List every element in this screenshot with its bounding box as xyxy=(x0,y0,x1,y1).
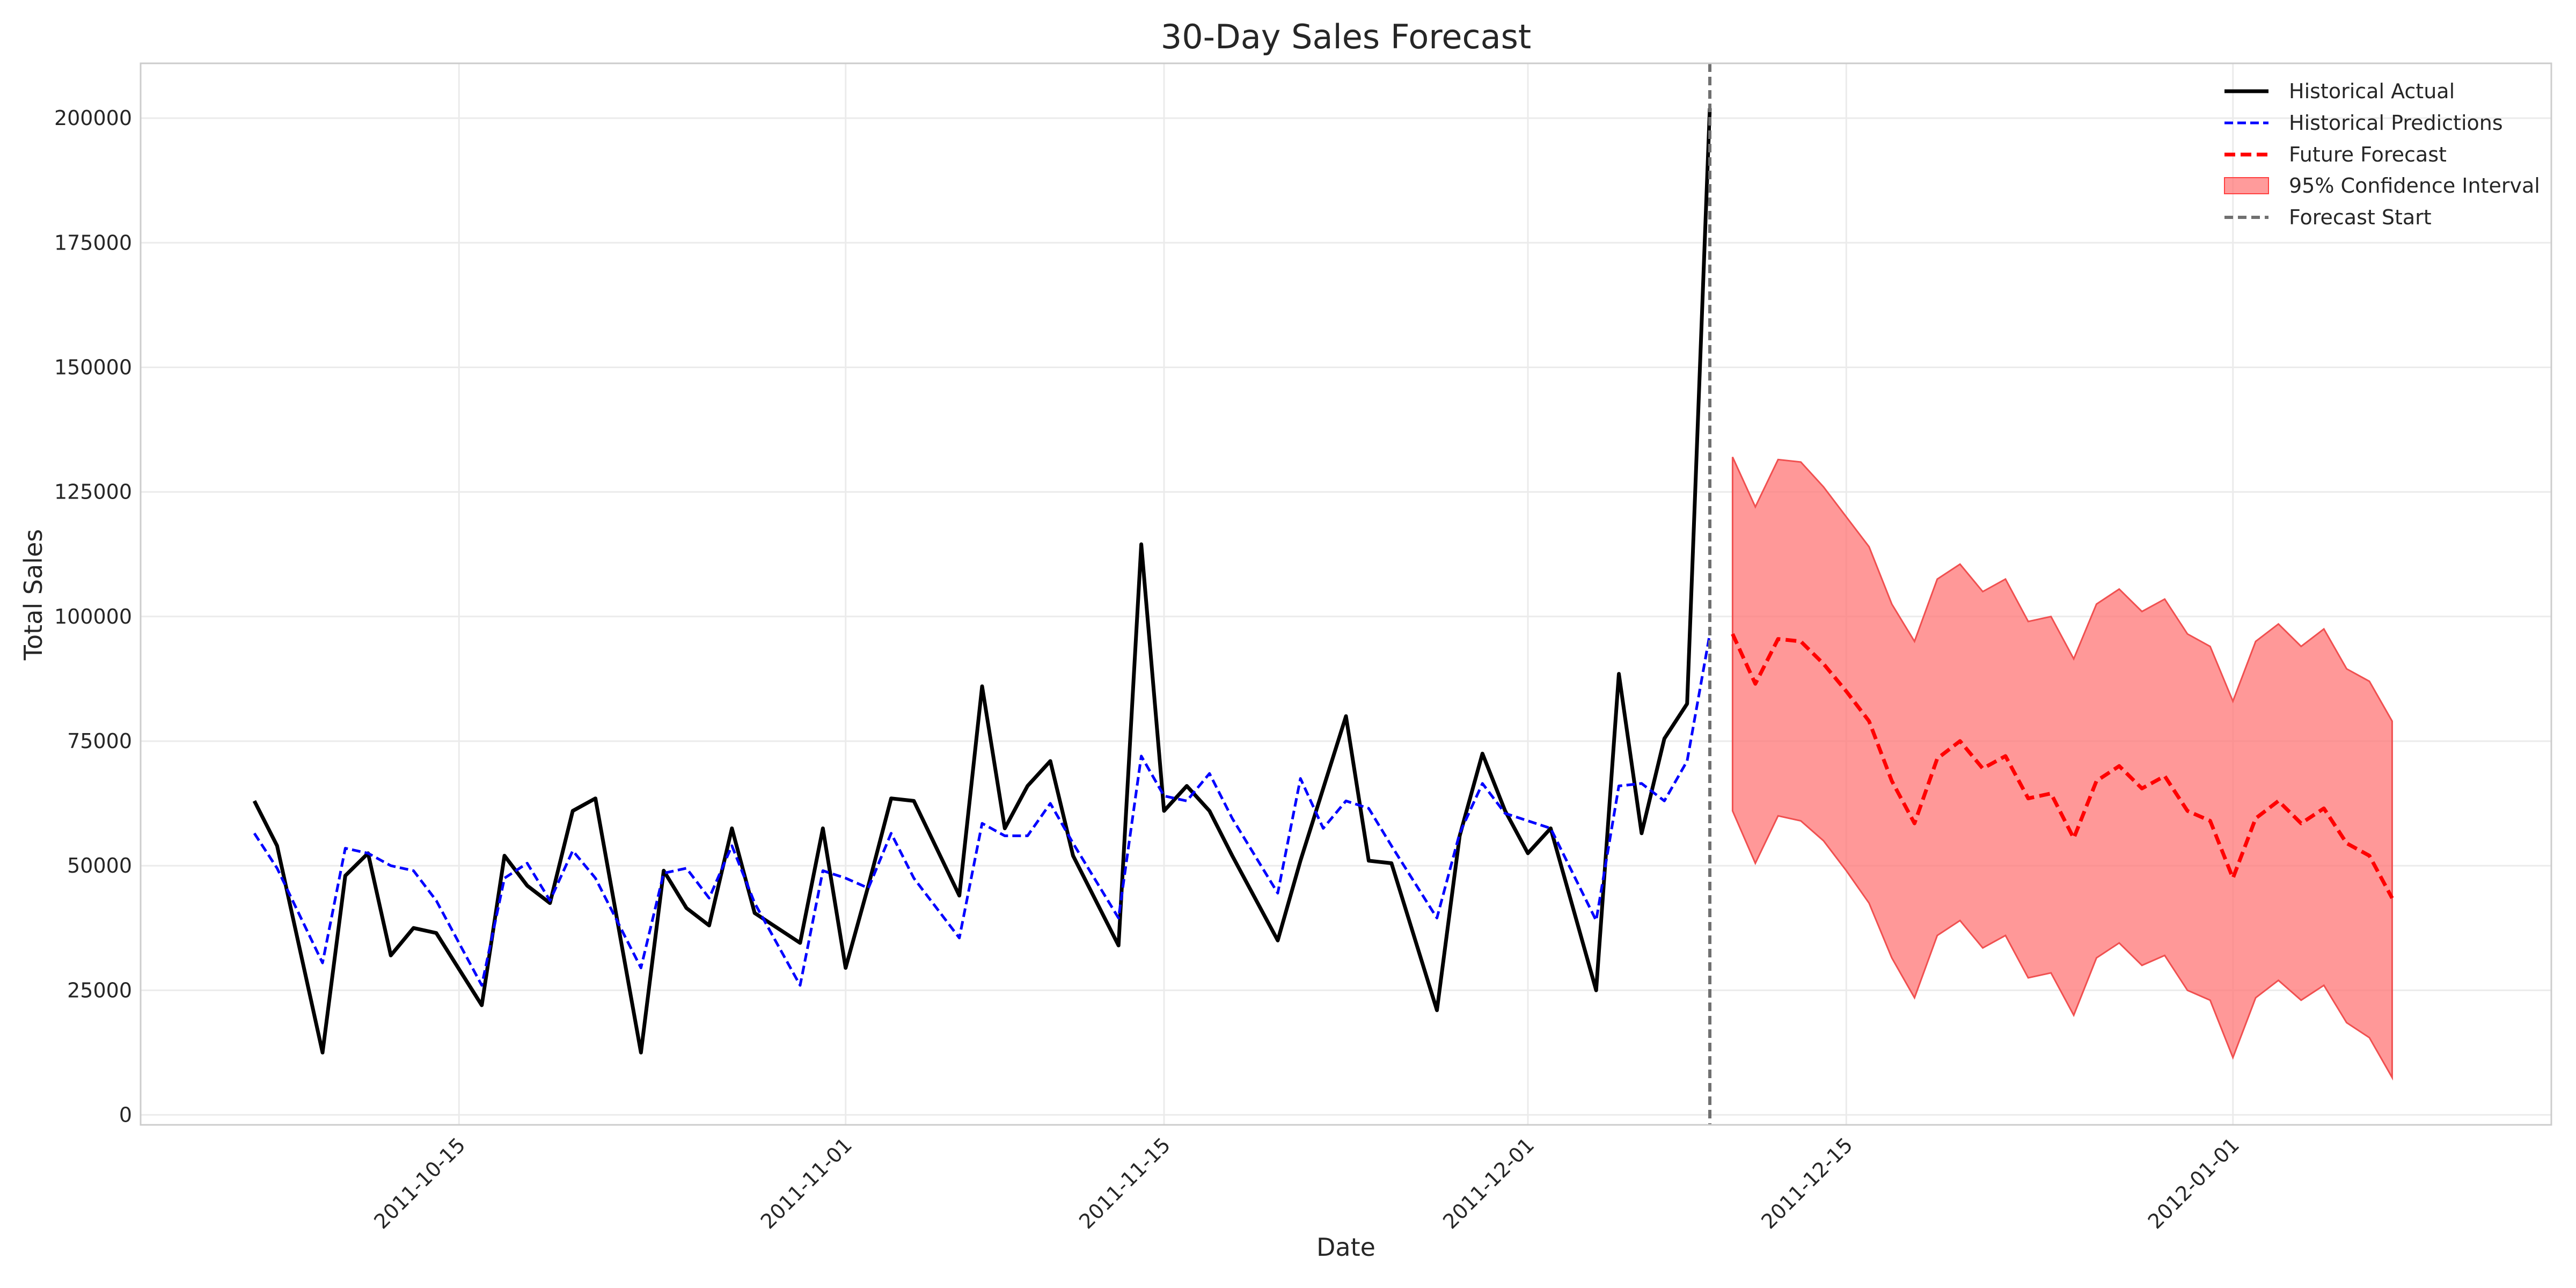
y-tick-label: 50000 xyxy=(67,854,132,877)
y-tick-label: 75000 xyxy=(67,729,132,753)
y-tick-label: 175000 xyxy=(54,231,132,254)
confidence-interval-band xyxy=(1731,456,2393,1081)
series-layer xyxy=(252,108,2394,1055)
legend-label-confidence-interval: 95% Confidence Interval xyxy=(2289,174,2540,197)
series-line-historical-predictions xyxy=(253,633,1711,987)
y-tick-label: 0 xyxy=(119,1103,132,1126)
y-tick-label: 200000 xyxy=(54,106,132,130)
legend: Historical Actual Historical Predictions… xyxy=(2224,79,2540,229)
y-tick-label: 100000 xyxy=(54,605,132,628)
legend-swatch-confidence-interval xyxy=(2224,177,2269,194)
y-axis-title: Total Sales xyxy=(19,529,48,661)
legend-label-historical-predictions: Historical Predictions xyxy=(2289,111,2503,135)
legend-label-historical-actual: Historical Actual xyxy=(2289,79,2455,103)
chart-title: 30-Day Sales Forecast xyxy=(1161,17,1531,56)
series-line-future-forecast xyxy=(1731,633,2394,899)
confidence-band-layer xyxy=(1731,456,2393,1081)
series-line-historical-actual xyxy=(252,108,1712,1055)
plot-frame xyxy=(140,62,2552,1126)
legend-label-future-forecast: Future Forecast xyxy=(2289,143,2447,166)
legend-label-forecast-start: Forecast Start xyxy=(2289,206,2432,229)
y-tick-label: 125000 xyxy=(54,480,132,504)
y-axis-ticks: 0 25000 50000 75000 100000 125000 150000 175000… xyxy=(54,106,132,1126)
x-axis-title: Date xyxy=(1316,1233,1375,1262)
y-tick-label: 150000 xyxy=(54,355,132,379)
y-tick-label: 25000 xyxy=(67,978,132,1002)
